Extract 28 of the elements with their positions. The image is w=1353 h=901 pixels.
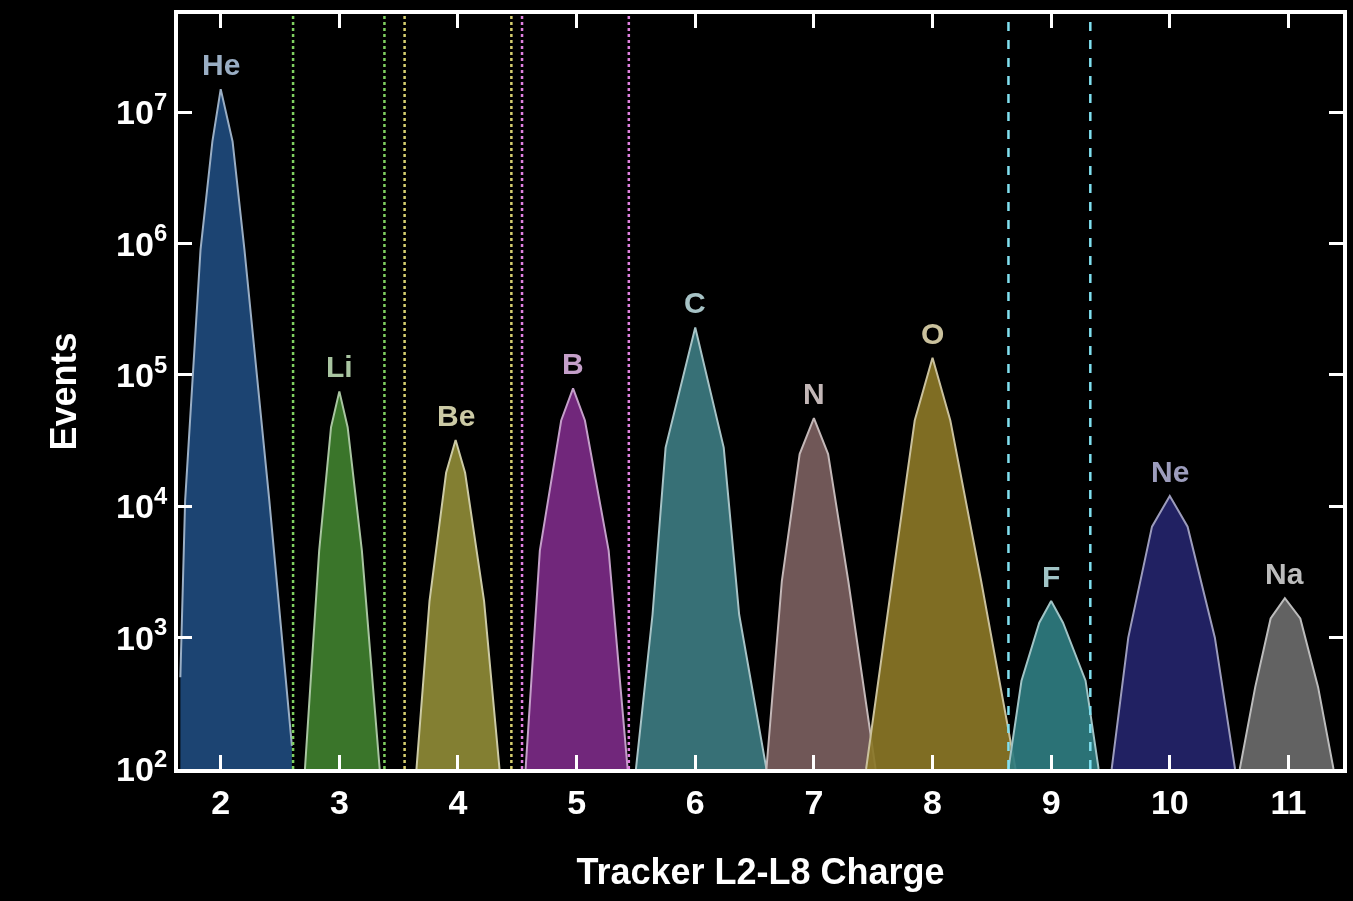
series-label: F [1042, 560, 1061, 593]
x-tick-label: 10 [1150, 782, 1189, 821]
x-tick-label: 9 [1041, 782, 1061, 821]
x-tick-label: 2 [211, 782, 231, 821]
series-label: Li [326, 350, 353, 383]
x-axis-title: Tracker L2-L8 Charge [576, 851, 945, 892]
y-tick-label: 10$^{7}$ [116, 87, 168, 132]
x-tick-label: 4 [448, 782, 468, 821]
y-axis-title: Events [42, 332, 84, 451]
series-label: N [803, 377, 825, 410]
y-tick-label: 10$^{6}$ [116, 219, 168, 263]
x-tick-label: 3 [329, 782, 349, 821]
series-label: He [202, 48, 241, 81]
x-tick-label: 6 [685, 782, 705, 821]
x-tick-label: 8 [923, 782, 942, 821]
series-label: Na [1265, 557, 1304, 590]
series-label: O [921, 317, 945, 350]
series-label: C [684, 286, 706, 319]
y-tick-label: 10$^{3}$ [116, 613, 168, 657]
x-tick-label: 11 [1270, 782, 1307, 821]
series-label: Ne [1151, 455, 1190, 488]
series-label: B [562, 347, 584, 380]
y-tick-label: 10$^{5}$ [116, 350, 168, 394]
x-tick-label: 7 [804, 782, 824, 821]
y-tick-label: 10$^{2}$ [116, 744, 168, 788]
y-tick-label: 10$^{4}$ [116, 481, 168, 526]
series-label: Be [437, 399, 476, 432]
x-tick-label: 5 [567, 782, 587, 821]
